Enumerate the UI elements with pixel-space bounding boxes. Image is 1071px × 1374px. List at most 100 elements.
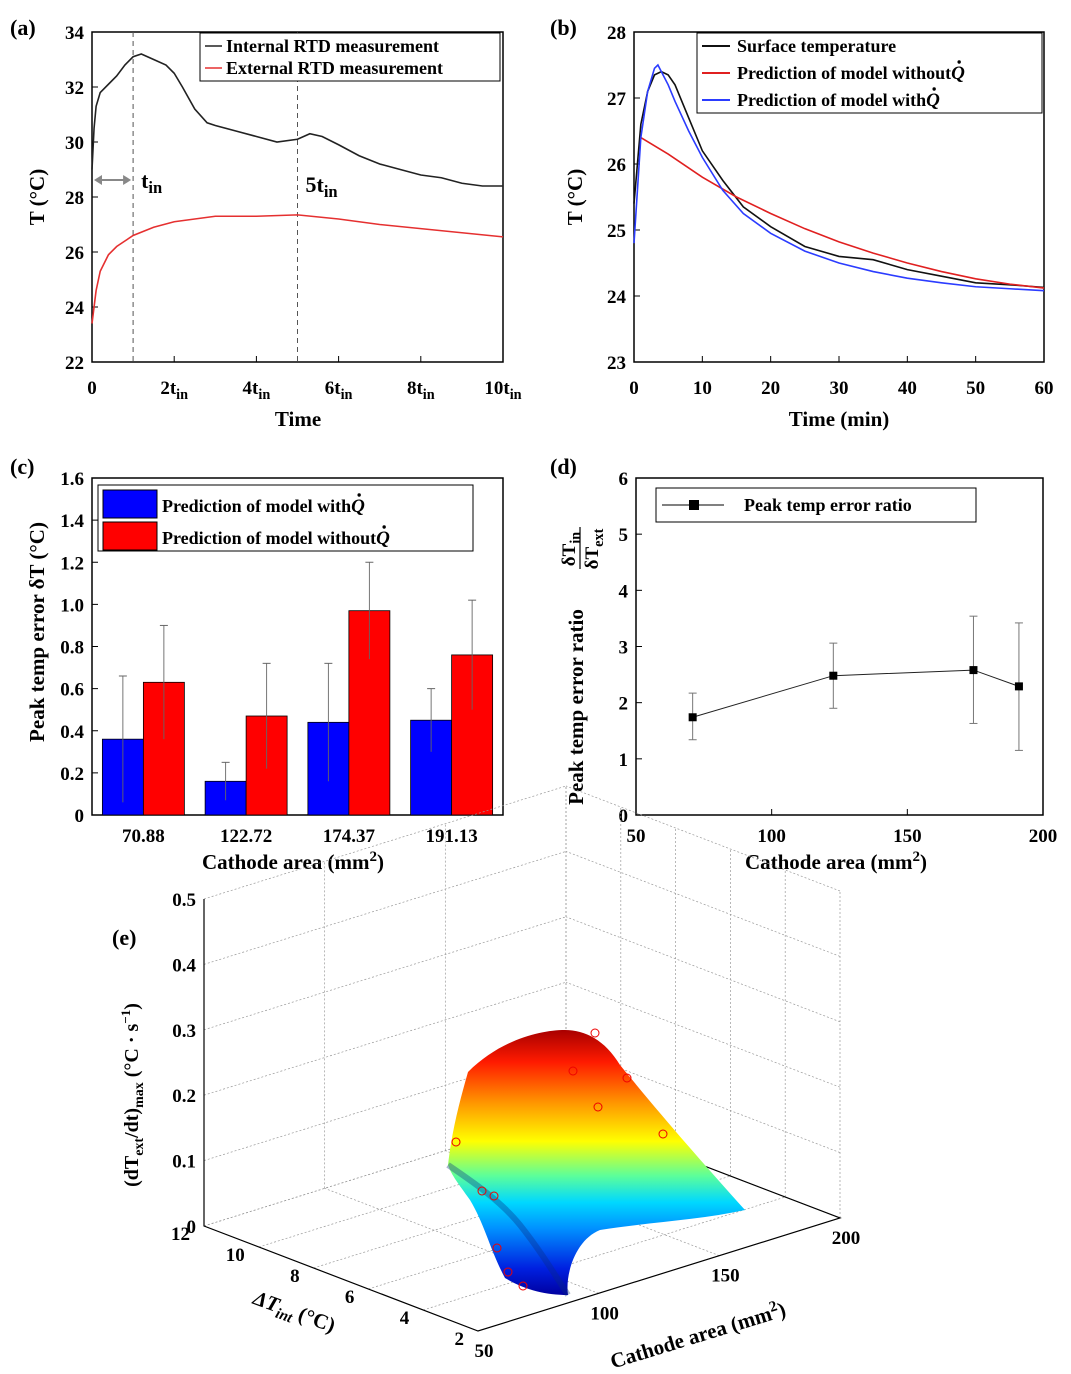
x-tick-label: 70.88 [122,826,165,847]
plot-frame [635,477,1044,816]
legend-label: Peak temp error ratio [744,495,912,515]
y-tick-label: 34 [65,23,85,44]
sample-marker [489,1191,499,1201]
y-tick-label: 10 [226,1245,245,1266]
y-tick-label: 22 [65,353,84,374]
panel-label-c: (c) [10,454,34,479]
annotation-tin: tin [141,168,162,197]
legend-label: Prediction of model without [162,528,376,548]
data-point [969,666,978,675]
legend-box [696,32,1043,114]
grid-line [203,785,567,900]
x-tick-label: 150 [711,1266,740,1287]
legend-box [199,32,501,82]
y-tick-label: 1.6 [60,469,84,490]
axis-frame [203,899,842,1332]
z-tick-label: 0.4 [172,955,196,976]
y-tick-label: 0.2 [60,764,84,785]
annotation-5tin: 5tin [306,172,338,201]
sample-marker [451,1137,461,1147]
x-tick-label: 100 [757,826,786,847]
y-tick-label: 32 [65,78,84,99]
x-axis-label: Time [275,407,321,431]
grid-line [565,851,841,957]
y-tick-label: 12 [171,1224,190,1245]
sample-marker [477,1186,487,1196]
x-tick-label: 150 [893,826,922,847]
x-tick-label: 8tin [407,378,435,403]
q-dot-symbol: Q [351,496,365,517]
tin-arrow-head-right [123,175,132,185]
q-dot-symbol: Q [951,63,965,84]
ratio-line [692,669,1020,718]
x-tick-label: 50 [966,378,985,399]
x-tick-label: 191.13 [426,826,478,847]
y-tick-label: 5 [619,525,629,546]
y-tick-label: 1.4 [60,511,84,532]
y-tick-label: 30 [65,133,84,154]
model-with-q-line [633,63,1045,292]
z-tick-label: 0.3 [172,1021,196,1042]
z-tick-label: 0 [187,1217,197,1238]
data-point [688,713,697,722]
data-point [829,671,838,680]
model-without-q-line [640,136,1045,289]
y-tick-label: 6 [345,1287,355,1308]
x-axis-label: Cathode area (mm2) [745,849,927,874]
external-rtd-line [91,214,504,324]
panel-d: 0 1 2 3 4 5 6 50 100 150 200 Peak temp error ratio C… [559,469,1057,874]
sample-marker [492,1243,502,1253]
y-tick-label: 1.0 [60,595,84,616]
panel-label-a: (a) [10,15,36,40]
y-tick-label: 8 [290,1266,300,1287]
grid-line [423,1196,786,1311]
legend-label: Prediction of model without [737,63,951,83]
y-axis-label: T (°C) [25,169,49,225]
sample-marker [622,1073,632,1083]
grid-line [203,981,567,1096]
sample-marker [658,1129,668,1139]
x-axis-label: Time (min) [789,407,890,431]
x-tick-label: 4tin [243,378,271,403]
y-axis-frac-den: δText [582,528,607,569]
x-tick-label: 40 [898,378,917,399]
legend-swatch [102,489,158,519]
grid-line [203,851,567,965]
x-tick-label: 0 [629,378,639,399]
panel-b: 23 24 25 26 27 28 0 10 20 30 40 50 60 Surface tempera… [563,23,1054,431]
panel-label-d: (d) [550,454,577,479]
sample-marker [593,1102,603,1112]
y-tick-label: 2 [455,1329,465,1350]
q-dot-mark [932,87,936,91]
x-tick-label: 200 [832,1228,861,1249]
y-tick-label: 27 [607,89,627,110]
z-tick-label: 0.2 [172,1086,196,1107]
legend-marker [689,500,699,510]
internal-rtd-line [91,53,503,187]
x-tick-label: 100 [590,1303,619,1324]
grid-line [565,981,841,1088]
legend-swatch [102,521,158,551]
y-axis-label: ΔTint (°C) [248,1285,339,1341]
q-dot-mark [357,493,361,497]
x-tick-label: 50 [475,1341,494,1362]
legend-label: Internal RTD measurement [226,36,439,56]
z-tick-label: 0.5 [172,890,196,911]
y-tick-label: 28 [65,188,84,209]
panel-e: 0 0.1 0.2 0.3 0.4 0.5 12 10 8 6 4 2 50 100 150 200 (dTex… [118,785,861,1373]
q-dot-symbol: Q [376,528,390,549]
y-tick-label: 0 [619,806,629,827]
y-tick-label: 4 [400,1308,410,1329]
y-tick-label: 28 [607,23,626,44]
x-tick-label: 6tin [325,378,353,403]
x-tick-label: 20 [761,378,780,399]
z-tick-label: 0.1 [172,1152,196,1173]
sample-marker [518,1281,528,1291]
legend-label: Surface temperature [737,36,896,56]
legend-label: Prediction of model with [737,90,926,110]
x-tick-label: 122.72 [220,826,272,847]
y-axis-frac-num: δTin [559,532,584,567]
x-axis-label: Cathode area (mm2) [202,849,384,874]
